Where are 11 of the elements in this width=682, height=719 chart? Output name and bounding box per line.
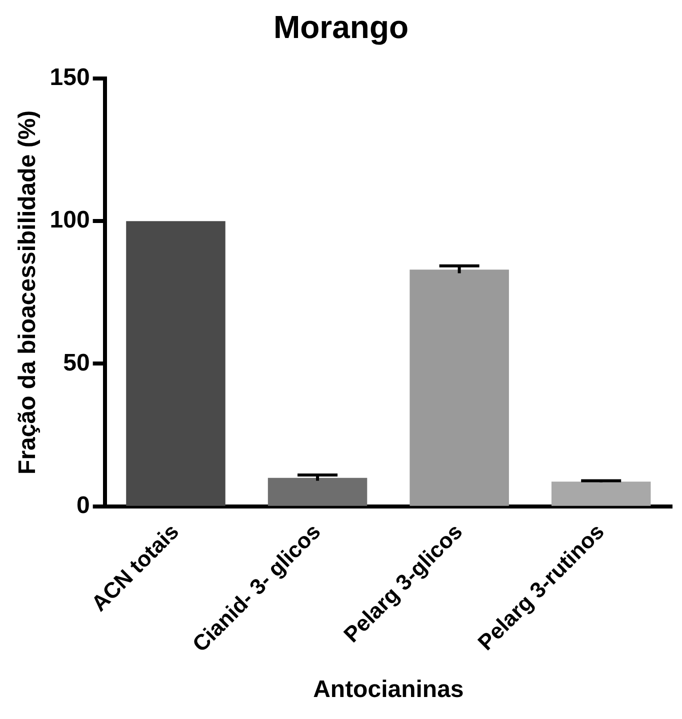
- chart-title: Morango: [273, 9, 409, 46]
- y-tick-label: 150: [50, 64, 90, 92]
- bar: [410, 270, 509, 506]
- y-axis-title: Fração da bioacessibilidade (%): [14, 110, 42, 474]
- y-tick-label: 50: [63, 349, 90, 376]
- x-axis-title: Antocianinas: [313, 676, 464, 704]
- bar: [126, 221, 226, 506]
- bar: [268, 478, 368, 506]
- y-tick-label: 100: [50, 206, 90, 234]
- bar: [551, 482, 651, 506]
- y-tick-label: 0: [76, 492, 90, 520]
